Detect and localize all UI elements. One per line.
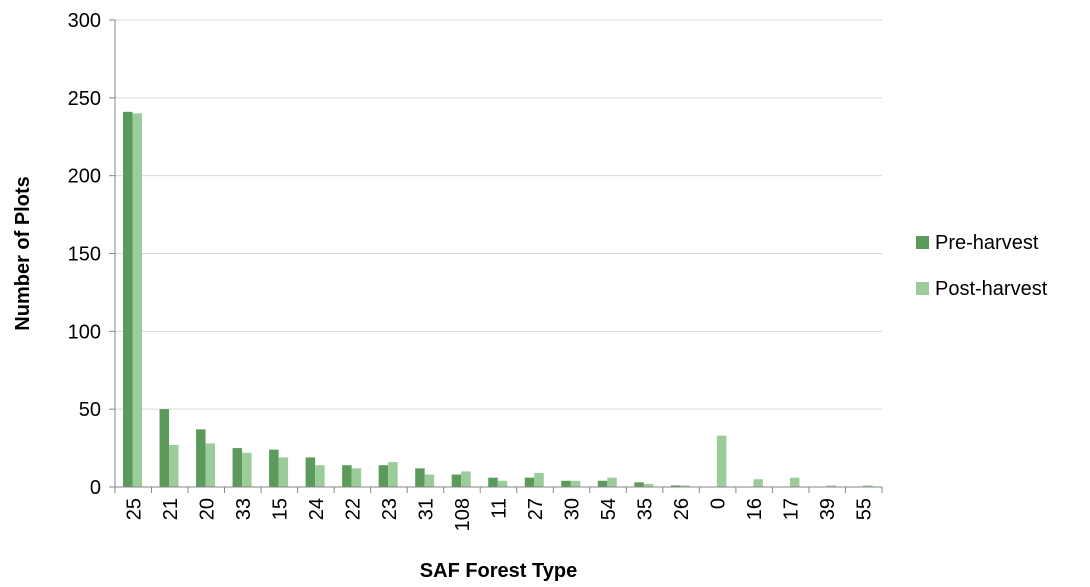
legend: Pre-harvest Post-harvest (916, 232, 1048, 300)
bar-post-harvest-22 (351, 468, 362, 487)
bar-pre-harvest-27 (524, 477, 535, 487)
bar-post-harvest-108 (461, 471, 471, 487)
bar-pre-harvest-35 (634, 482, 644, 487)
x-tick-label-23: 23 (379, 498, 401, 520)
legend-item-post-harvest: Post-harvest (916, 278, 1048, 300)
bar-post-harvest-26 (680, 485, 690, 487)
x-tick-label-31: 31 (415, 498, 437, 520)
x-tick-label-54: 54 (598, 498, 620, 520)
bar-post-harvest-16 (753, 479, 763, 487)
bar-pre-harvest-25 (123, 111, 133, 487)
y-tick-label-200: 200 (68, 166, 101, 188)
bar-pre-harvest-31 (415, 468, 425, 487)
bar-pre-harvest-11 (488, 477, 498, 487)
x-tick-label-25: 25 (123, 498, 145, 520)
bar-pre-harvest-54 (597, 480, 608, 487)
bar-pre-harvest-26 (670, 485, 681, 487)
bar-post-harvest-23 (388, 462, 398, 487)
bar-post-harvest-15 (278, 457, 289, 487)
bar-pre-harvest-20 (196, 429, 206, 487)
legend-item-pre-harvest: Pre-harvest (916, 232, 1039, 254)
y-tick-label-0: 0 (90, 477, 101, 499)
bar-post-harvest-55 (862, 485, 873, 487)
bar-post-harvest-21 (169, 444, 179, 487)
x-tick-label-21: 21 (160, 498, 182, 520)
y-tick-label-300: 300 (68, 10, 101, 32)
x-tick-label-16: 16 (744, 498, 766, 520)
legend-label-pre-harvest: Pre-harvest (935, 232, 1039, 254)
x-tick-label-55: 55 (854, 498, 876, 520)
y-tick-label-100: 100 (68, 321, 101, 343)
x-tick-label-24: 24 (306, 498, 328, 520)
gridlines (115, 19, 882, 410)
bar-pre-harvest-108 (451, 474, 462, 487)
bar-post-harvest-0 (716, 435, 727, 487)
bar-post-harvest-24 (315, 465, 325, 487)
x-tick-label-27: 27 (525, 498, 547, 520)
bar-pre-harvest-24 (305, 457, 316, 487)
bar-post-harvest-11 (497, 480, 508, 487)
x-tick-label-11: 11 (489, 498, 511, 519)
x-tick-label-30: 30 (562, 498, 584, 520)
y-axis-title: Number of Plots (12, 176, 34, 330)
x-tick-label-20: 20 (196, 498, 218, 520)
y-tick-label-150: 150 (68, 244, 101, 266)
x-tick-label-108: 108 (452, 498, 474, 531)
bar-post-harvest-39 (826, 485, 836, 487)
y-tick-label-50: 50 (79, 399, 101, 421)
bar-pre-harvest-21 (159, 409, 170, 487)
legend-swatch-post-harvest (916, 282, 929, 295)
bar-post-harvest-35 (643, 483, 654, 487)
bar-post-harvest-25 (132, 113, 142, 488)
bar-post-harvest-33 (242, 452, 252, 487)
bars (123, 111, 873, 488)
bar-post-harvest-30 (570, 480, 581, 487)
bar-pre-harvest-30 (561, 480, 571, 487)
x-tick-label-39: 39 (817, 498, 839, 520)
bar-pre-harvest-22 (342, 465, 352, 487)
bar-post-harvest-17 (789, 477, 800, 487)
x-tick-label-15: 15 (269, 498, 291, 520)
bar-post-harvest-54 (607, 477, 617, 487)
bar-pre-harvest-33 (232, 448, 243, 487)
x-tick-label-22: 22 (342, 498, 364, 520)
x-tick-label-35: 35 (635, 498, 657, 520)
x-axis-title: SAF Forest Type (420, 560, 577, 582)
bar-pre-harvest-23 (378, 465, 389, 487)
y-axis-ticks: 0 50 100 150 200 250 300 (68, 10, 115, 499)
bar-post-harvest-20 (205, 443, 216, 487)
x-tick-label-26: 26 (671, 498, 693, 520)
x-tick-label-0: 0 (708, 498, 730, 509)
bar-pre-harvest-15 (269, 449, 279, 487)
legend-label-post-harvest: Post-harvest (935, 278, 1048, 300)
bar-post-harvest-31 (424, 474, 435, 487)
x-axis-ticks: 25 21 20 33 15 24 22 23 31 108 11 27 30 54 35 26 0 16 17 39… (114, 487, 883, 531)
x-tick-label-33: 33 (233, 498, 255, 520)
bar-post-harvest-27 (534, 472, 544, 487)
legend-swatch-pre-harvest (916, 236, 929, 249)
y-tick-label-250: 250 (68, 88, 101, 110)
x-tick-label-17: 17 (781, 498, 803, 520)
